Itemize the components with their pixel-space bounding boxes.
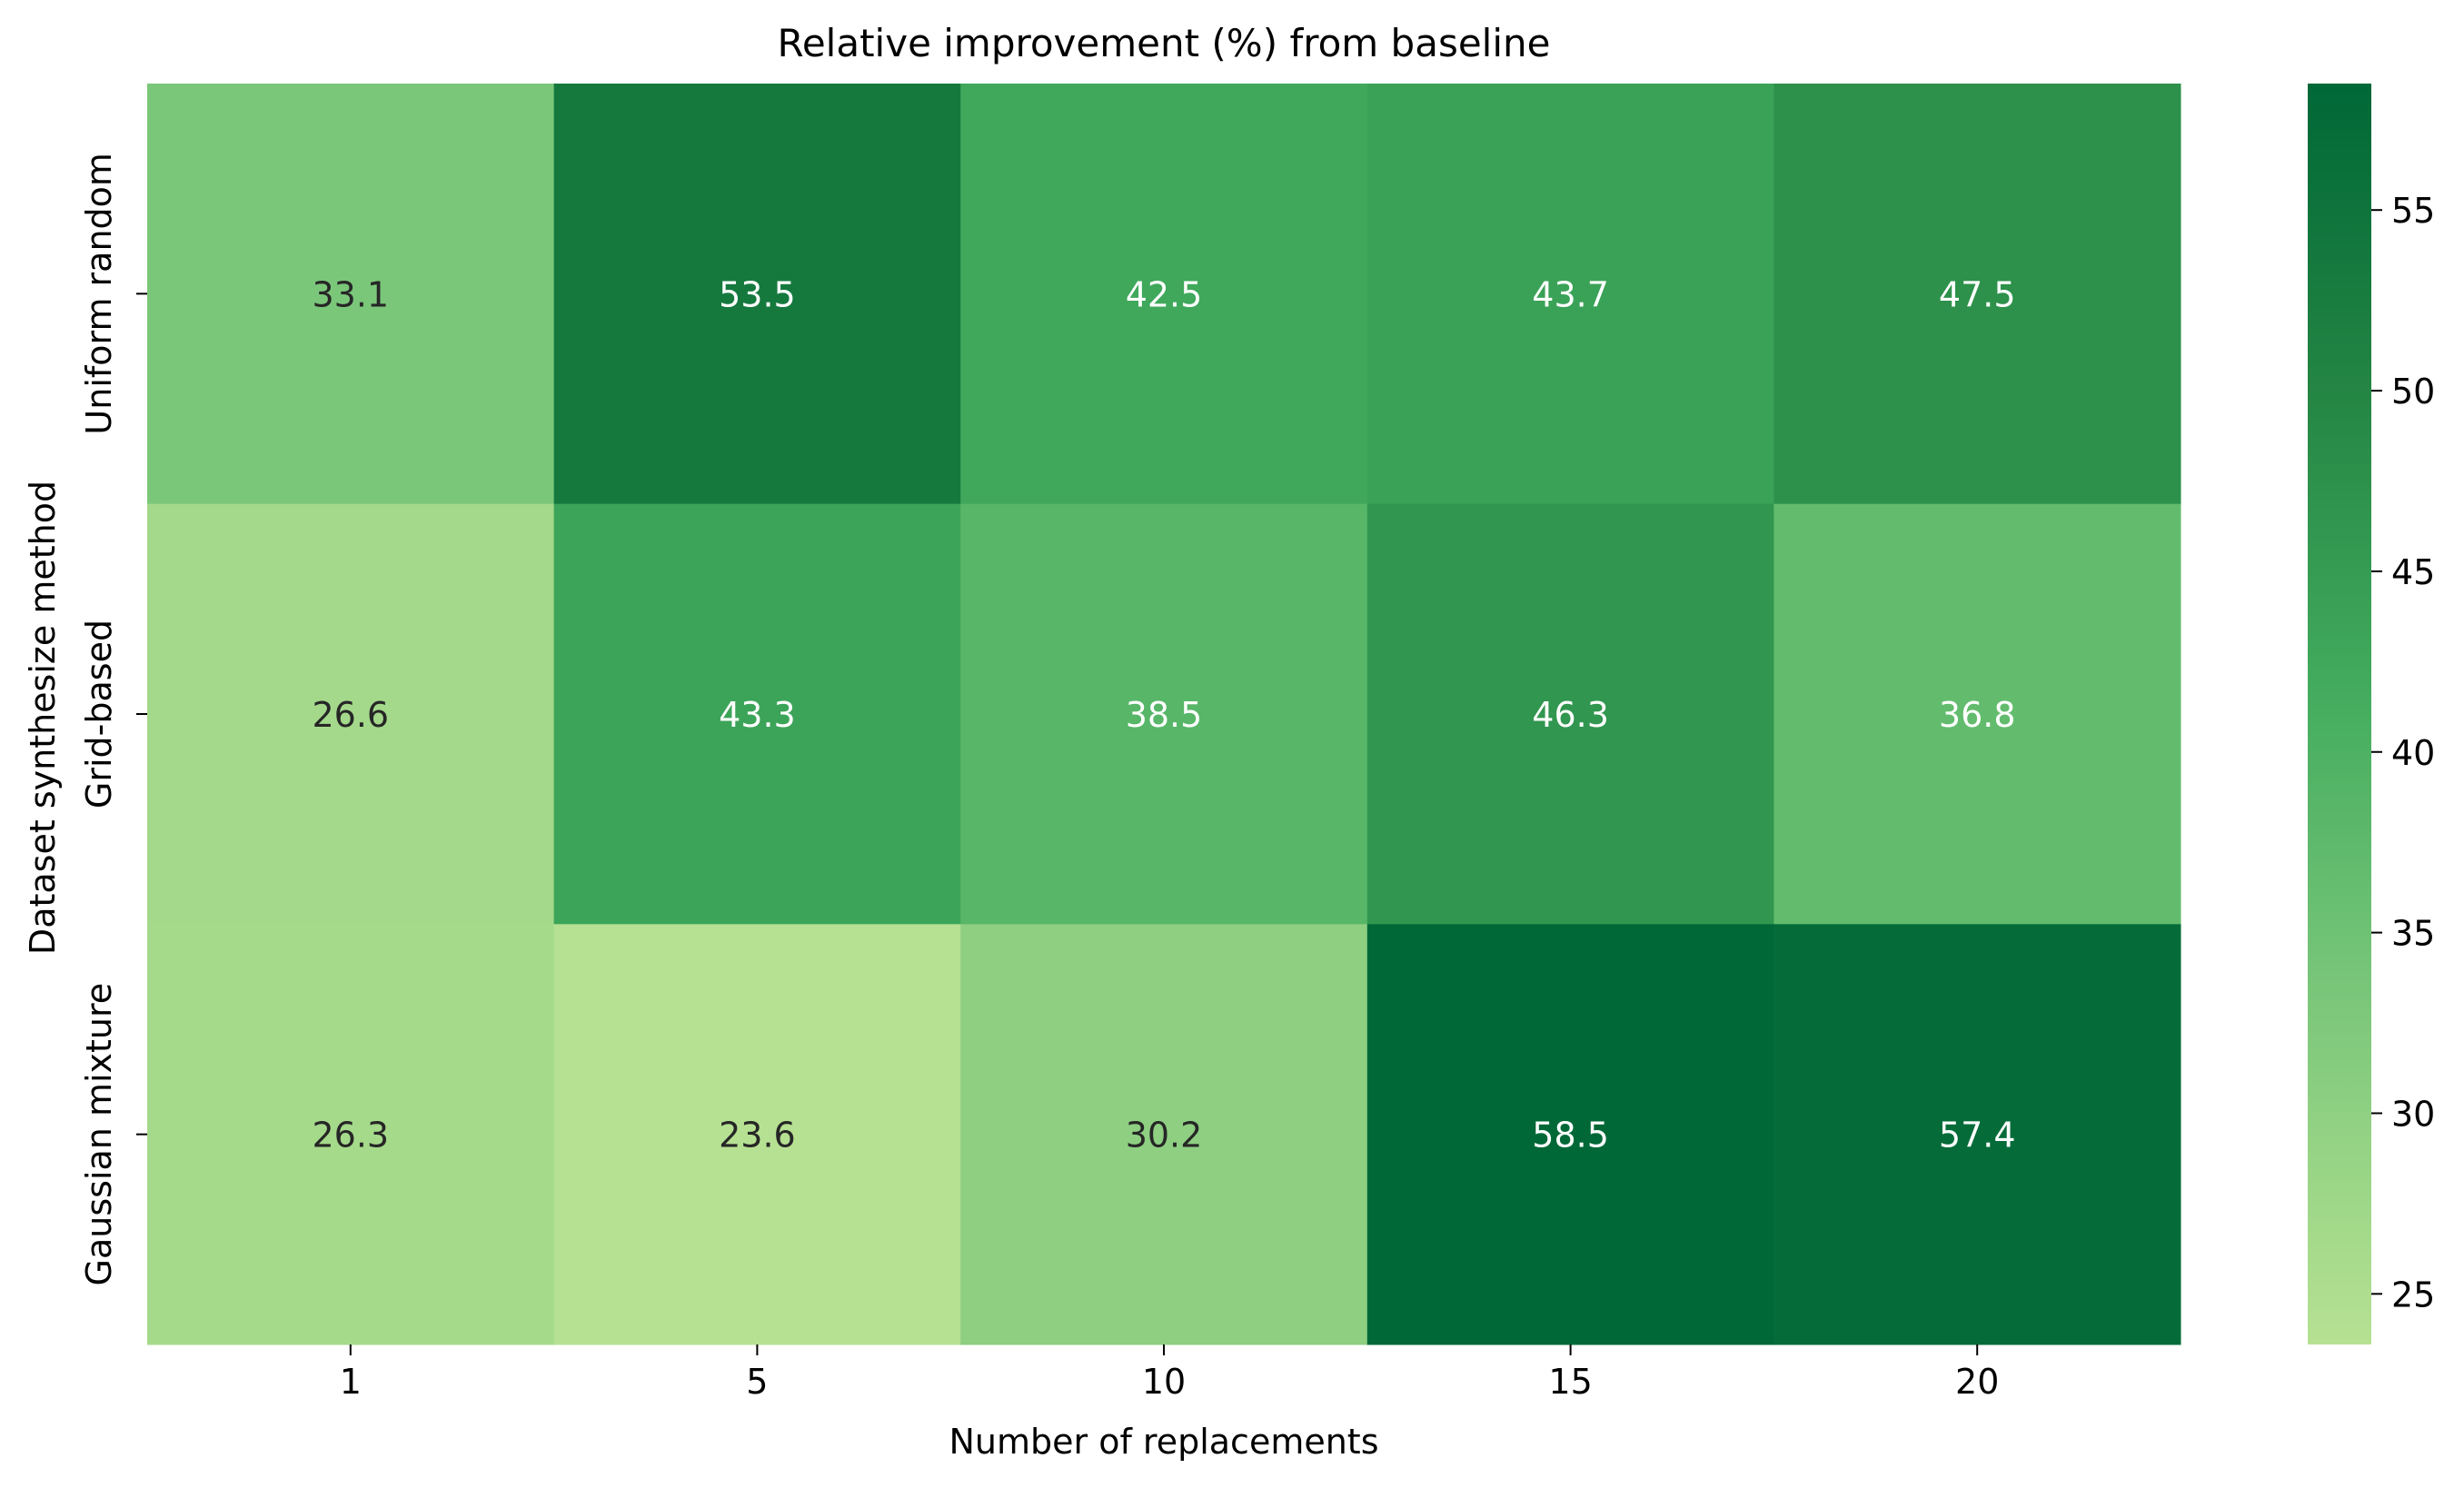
colorbar-tick-label: 35: [2391, 914, 2435, 954]
colorbar-tick-label: 50: [2391, 372, 2435, 412]
cell-value-label: 43.7: [1532, 274, 1609, 314]
heatmap-cell: [553, 84, 961, 505]
heatmap-cell: [1773, 503, 2181, 925]
colorbar-tick-label: 25: [2391, 1275, 2435, 1314]
x-tick-label: 15: [1548, 1362, 1592, 1402]
y-axis: Uniform random Grid-based Gaussian mixture: [79, 153, 147, 1285]
cell-value-label: 53.5: [719, 274, 796, 314]
cell-value-label: 36.8: [1939, 695, 2016, 735]
cell-value-label: 57.4: [1939, 1116, 2016, 1156]
heatmap-cell: [1366, 84, 1774, 505]
heatmap-cells: 33.1 53.5 42.5 43.7 47.5 26.6 43.3 38.5 46.3 36.8…: [147, 84, 2181, 1345]
colorbar-tick-label: 55: [2391, 191, 2435, 231]
cell-value-label: 43.3: [719, 695, 796, 735]
heatmap-cell: [1773, 924, 2181, 1345]
x-tick-label: 20: [1955, 1362, 1999, 1402]
colorbar-tick-label: 30: [2391, 1094, 2435, 1134]
heatmap-cell: [960, 924, 1368, 1345]
cell-value-label: 46.3: [1532, 695, 1609, 735]
colorbar-tick-label: 40: [2391, 733, 2435, 773]
y-axis-label: Dataset synthesize method: [23, 481, 63, 955]
heatmap-cell: [147, 503, 555, 925]
cell-value-label: 26.3: [312, 1116, 389, 1156]
cell-value-label: 30.2: [1126, 1116, 1203, 1156]
y-tick-label: Grid-based: [79, 620, 119, 808]
cell-value-label: 38.5: [1126, 695, 1203, 735]
heatmap-cell: [960, 84, 1368, 505]
x-tick-label: 10: [1142, 1362, 1186, 1402]
y-tick-label: Uniform random: [79, 153, 119, 435]
heatmap-cell: [1366, 924, 1774, 1345]
heatmap-cell: [960, 503, 1368, 925]
colorbar-gradient: [2308, 84, 2371, 1344]
cell-value-label: 23.6: [719, 1116, 796, 1156]
heatmap-cell: [1773, 84, 2181, 505]
colorbar: 25 30 35 40 45 50 55: [2308, 84, 2435, 1344]
colorbar-tick-label: 45: [2391, 552, 2435, 592]
heatmap-cell: [147, 84, 555, 505]
x-tick-label: 1: [340, 1362, 362, 1402]
cell-value-label: 26.6: [312, 695, 389, 735]
x-axis-label: Number of replacements: [949, 1422, 1378, 1462]
cell-value-label: 47.5: [1939, 274, 2016, 314]
cell-value-label: 33.1: [312, 274, 389, 314]
heatmap-cell: [553, 503, 961, 925]
heatmap-cell: [553, 924, 961, 1345]
heatmap-cell: [147, 924, 555, 1345]
heatmap-cell: [1366, 503, 1774, 925]
x-axis: 1 5 10 15 20: [340, 1344, 1999, 1402]
x-tick-label: 5: [746, 1362, 768, 1402]
y-tick-label: Gaussian mixture: [79, 983, 119, 1286]
chart-title: Relative improvement (%) from baseline: [778, 21, 1551, 65]
cell-value-label: 42.5: [1126, 274, 1203, 314]
cell-value-label: 58.5: [1532, 1116, 1609, 1156]
